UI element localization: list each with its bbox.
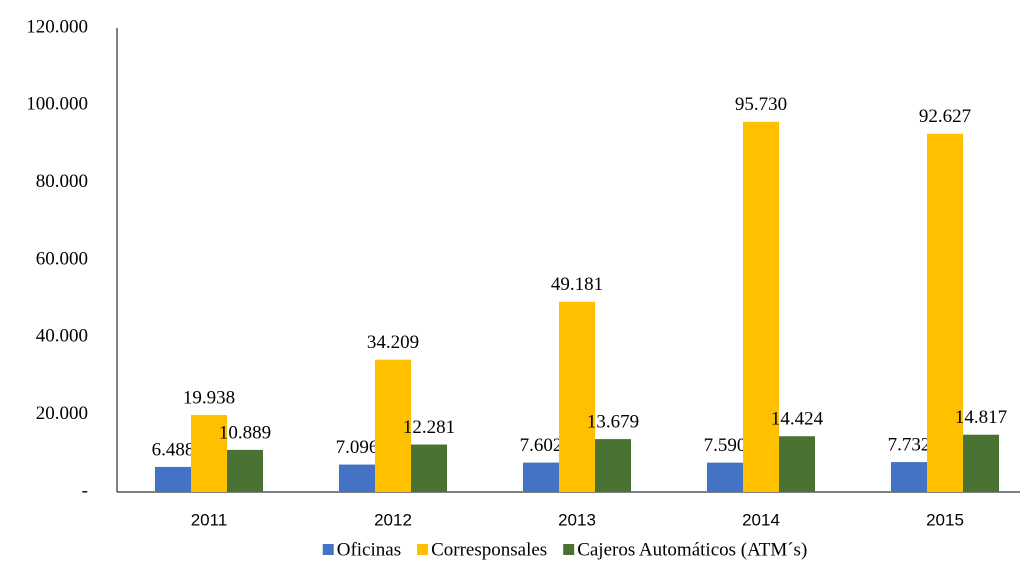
bar <box>191 414 227 492</box>
data-label: 7.590 <box>704 435 747 456</box>
data-label: 7.096 <box>336 437 379 458</box>
bar <box>707 462 743 492</box>
y-tick-label: 80.000 <box>36 171 88 192</box>
bar <box>559 301 595 492</box>
data-label: 95.730 <box>735 94 787 115</box>
legend-swatch <box>563 544 575 555</box>
bar <box>227 449 263 492</box>
bar <box>595 439 631 492</box>
y-tick-label: 20.000 <box>36 403 88 424</box>
data-label: 92.627 <box>919 106 971 127</box>
data-label: 34.209 <box>367 332 419 353</box>
data-label: 12.281 <box>403 417 455 438</box>
data-label: 10.889 <box>219 422 271 443</box>
bar <box>339 464 375 492</box>
data-label: 7.602 <box>520 435 563 456</box>
y-tick-label: 100.000 <box>26 94 88 115</box>
y-tick-label: 60.000 <box>36 248 88 269</box>
data-label: 49.181 <box>551 274 603 295</box>
legend-label: Corresponsales <box>431 539 547 560</box>
bar <box>927 133 963 492</box>
y-tick-label: - <box>82 480 88 501</box>
bar <box>411 444 447 492</box>
data-label: 7.732 <box>888 434 931 455</box>
legend-label: Oficinas <box>337 539 401 560</box>
bar <box>743 121 779 493</box>
data-label: 14.424 <box>771 409 824 430</box>
bar <box>375 359 411 492</box>
legend-swatch <box>417 544 429 555</box>
data-label: 14.817 <box>955 407 1007 428</box>
x-tick-label: 2015 <box>926 510 964 529</box>
data-label: 6.488 <box>152 439 195 460</box>
x-tick-label: 2012 <box>374 510 412 529</box>
data-label: 19.938 <box>183 387 235 408</box>
x-tick-label: 2013 <box>558 510 596 529</box>
legend-label: Cajeros Automáticos (ATM´s) <box>577 539 807 560</box>
bar <box>523 462 559 492</box>
y-tick-label: 40.000 <box>36 326 88 347</box>
y-tick-label: 120.000 <box>26 16 88 37</box>
bar <box>155 466 191 492</box>
bar <box>891 462 927 492</box>
bar <box>963 434 999 492</box>
data-label: 13.679 <box>587 411 639 432</box>
x-tick-label: 2014 <box>742 510 780 529</box>
x-tick-label: 2011 <box>191 510 228 529</box>
legend-swatch <box>322 544 334 555</box>
bar <box>779 436 815 492</box>
